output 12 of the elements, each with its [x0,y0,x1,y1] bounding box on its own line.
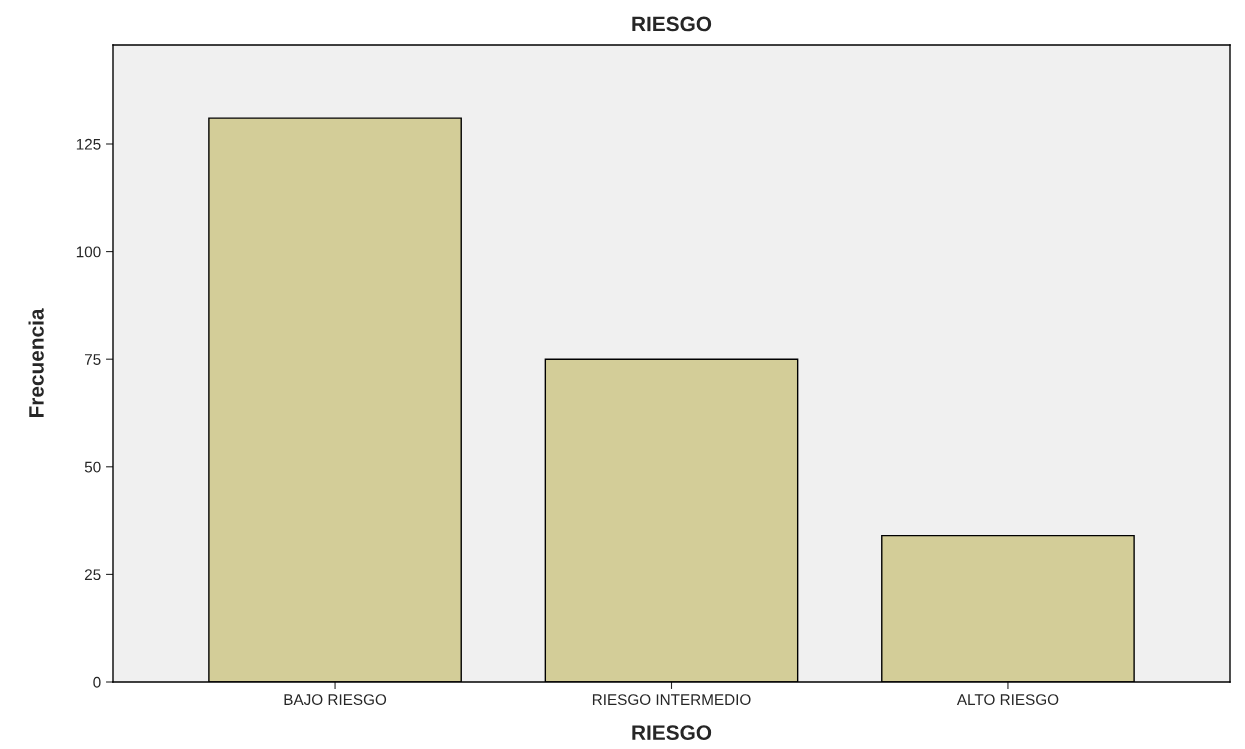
y-tick-label: 25 [84,569,101,581]
y-tick-label: 75 [84,354,101,365]
y-tick-label: 125 [76,138,101,150]
x-tick-label: RIESGO INTERMEDIO [592,694,751,706]
y-tick-label: 50 [84,461,101,473]
x-tick-label: ALTO RIESGO [956,694,1059,706]
chart-title: RIESGO [632,16,712,32]
x-axis-title: RIESGO [632,725,712,741]
y-axis-title: Frecuencia [28,308,44,418]
y-tick-label: 100 [76,246,101,258]
x-tick-label: BAJO RIESGO [284,694,387,706]
y-tick-label: 0 [93,676,101,688]
